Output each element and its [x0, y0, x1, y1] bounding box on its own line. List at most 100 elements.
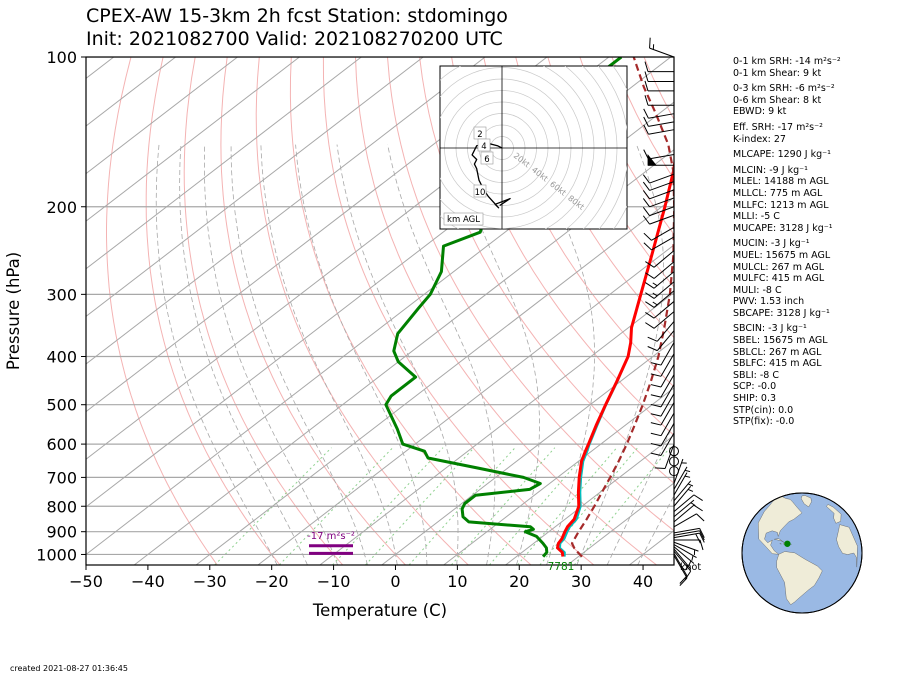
- isotherm: [505, 434, 674, 565]
- wind-barb-staff: [673, 553, 688, 577]
- wind-barb-full: [643, 124, 649, 135]
- wind-barb-half: [684, 469, 691, 473]
- dry-adiabat: [836, 57, 906, 565]
- wind-barb-staff: [649, 173, 675, 184]
- param-line: MLLCL: 775 m AGL: [733, 187, 823, 199]
- param-line: 0-1 km SRH: -14 m²s⁻²: [733, 56, 841, 67]
- isotherm: [86, 101, 674, 556]
- isotherm: [443, 387, 674, 565]
- wind-barb-staff: [673, 546, 695, 564]
- wind-barb-half: [684, 475, 691, 478]
- moist-adiabat: [260, 144, 398, 565]
- dry-adiabat: [145, 57, 281, 565]
- mixing-ratio-line: [573, 447, 671, 565]
- wind-barb-full: [643, 116, 649, 127]
- x-tick-label: 20: [509, 572, 529, 591]
- hodograph-units-label: km AGL: [447, 215, 480, 225]
- wind-barb-half: [691, 555, 694, 561]
- wind-barb-staff: [673, 527, 700, 534]
- param-line: SBCAPE: 3128 J kg⁻¹: [733, 307, 830, 319]
- wind-barb-full: [650, 403, 662, 408]
- wind-barb-full: [654, 467, 666, 470]
- mixing-ratio-line: [451, 447, 556, 565]
- barb-units-label: knot: [680, 562, 701, 573]
- wind-barb-full: [647, 336, 658, 342]
- wind-barb-full: [642, 190, 650, 200]
- wind-barb-full: [679, 575, 688, 584]
- created-timestamp: created 2021-08-27 01:36:45: [10, 664, 128, 673]
- lcl-label: 7781: [548, 561, 575, 573]
- hodograph-height-label: 10: [475, 188, 486, 198]
- wind-barb-staff: [673, 530, 700, 536]
- wind-barb-staff: [648, 129, 675, 135]
- wind-barb-staff: [651, 236, 675, 251]
- y-tick-label: 1000: [36, 545, 77, 564]
- wind-barb-staff: [660, 393, 675, 417]
- isotherm: [86, 57, 176, 127]
- wind-barb-staff: [653, 311, 675, 329]
- wind-barb-full: [643, 149, 649, 160]
- isotherm: [257, 244, 674, 565]
- wind-barb-full: [649, 37, 651, 49]
- hodograph-height-label: 2: [477, 130, 482, 140]
- wind-barb-staff: [653, 271, 675, 289]
- wind-barb-half: [687, 483, 694, 487]
- dry-adiabat: [322, 57, 595, 565]
- param-line: MLCAPE: 1290 J kg⁻¹: [733, 149, 831, 161]
- wind-barb-full: [643, 108, 649, 119]
- dry-adiabat: [547, 57, 674, 288]
- hodograph-units-box: [443, 212, 484, 226]
- wind-barb-full: [644, 61, 649, 72]
- x-tick-label: 30: [571, 572, 591, 591]
- mixing-ratio-line: [408, 447, 516, 565]
- isotherm: [86, 57, 300, 222]
- wind-barb-staff: [673, 513, 697, 528]
- plot-frame: [85, 56, 675, 566]
- wind-barb-staff: [673, 486, 692, 507]
- wind-barb-half: [652, 292, 658, 297]
- param-line: 0-6 km Shear: 8 kt: [733, 94, 822, 106]
- x-axis-label: Temperature (C): [312, 601, 447, 620]
- wind-barb-staff: [649, 189, 675, 200]
- calm-wind-marker: [669, 466, 679, 477]
- x-tick-label: 40: [633, 572, 653, 591]
- wind-barb-staff: [660, 353, 675, 377]
- param-line: EBWD: 9 kt: [733, 106, 787, 118]
- wind-barb-full: [642, 198, 650, 208]
- wind-barb-staff: [649, 214, 675, 225]
- y-tick-label: 900: [46, 523, 77, 542]
- wind-barb-staff: [673, 466, 688, 490]
- y-tick-label: 700: [46, 468, 77, 487]
- param-line: STP(fix): -0.0: [733, 416, 795, 428]
- param-line: 0-3 km SRH: -6 m²s⁻²: [733, 83, 835, 95]
- wind-barb-full: [643, 232, 652, 241]
- hodograph-height-box: [473, 184, 487, 198]
- wind-barb-staff: [649, 197, 675, 208]
- wind-barb-full: [699, 528, 705, 538]
- wind-barb-staff: [673, 548, 692, 570]
- wind-barb-full: [650, 394, 662, 398]
- wind-barb-staff: [660, 364, 675, 388]
- wind-barb-full: [642, 215, 650, 225]
- globe-island: [779, 543, 783, 545]
- wind-barb-staff: [673, 504, 695, 523]
- wind-barb-full: [644, 80, 649, 92]
- x-tick-label: 10: [447, 572, 467, 591]
- param-line: SHIP: 0.3: [733, 393, 777, 405]
- wind-barb-full: [650, 442, 662, 447]
- param-line: SBLFC: 415 m AGL: [733, 358, 822, 370]
- isotherm: [86, 57, 548, 413]
- isotherm: [195, 196, 674, 565]
- param-line: MLCIN: -9 J kg⁻¹: [733, 164, 808, 176]
- x-tick-label: −10: [317, 572, 351, 591]
- x-tick-label: 0: [390, 572, 400, 591]
- wind-barb-staff: [660, 432, 675, 456]
- hodograph-frame: [439, 65, 628, 230]
- wind-barb-full: [645, 282, 655, 289]
- isotherm: [86, 57, 486, 365]
- wind-barb-staff: [673, 480, 692, 502]
- param-line: SBCIN: -3 J kg⁻¹: [733, 323, 807, 335]
- mixing-ratio-line: [332, 447, 444, 565]
